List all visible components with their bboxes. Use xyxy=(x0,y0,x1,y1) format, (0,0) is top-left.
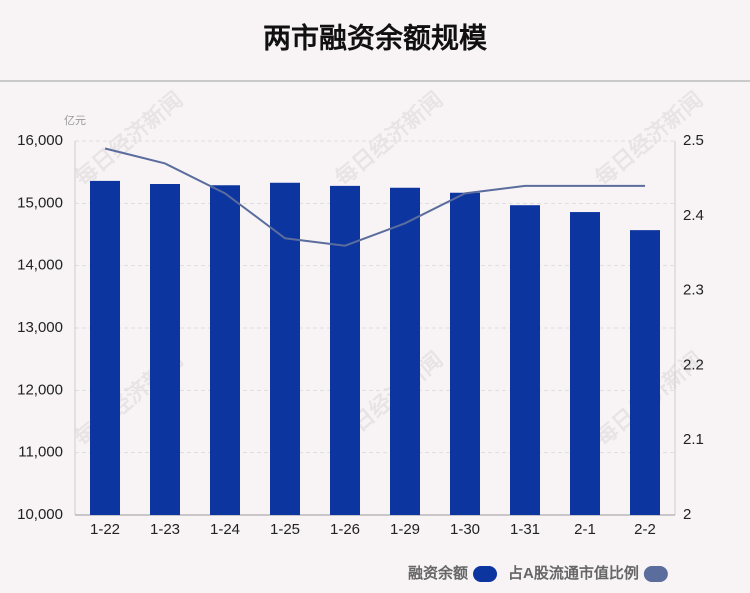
y-tick-label: 10,000 xyxy=(17,506,63,523)
y-tick-label: 15,000 xyxy=(17,194,63,211)
bar xyxy=(90,180,120,516)
y2-tick-label: 2.1 xyxy=(683,431,704,448)
legend-label: 占A股流通市值比例 xyxy=(508,564,639,582)
chart-title: 两市融资余额规模 xyxy=(263,21,488,53)
bar xyxy=(630,230,660,516)
bar xyxy=(390,187,420,515)
x-tick-label: 2-2 xyxy=(634,521,656,538)
legend-swatch xyxy=(473,566,498,582)
line xyxy=(104,147,645,247)
y-unit: 亿元 xyxy=(64,114,86,127)
bar xyxy=(210,185,240,516)
y-tick-label: 12,000 xyxy=(17,381,63,398)
legend-label: 融资余额 xyxy=(408,564,468,582)
bar xyxy=(270,182,300,515)
bar xyxy=(450,192,480,515)
y-tick-label: 11,000 xyxy=(18,444,63,461)
y-tick-label: 13,000 xyxy=(17,319,63,336)
y2-tick-label: 2.3 xyxy=(683,282,704,299)
x-tick-label: 1-31 xyxy=(510,521,540,538)
bar xyxy=(570,212,600,515)
legend-swatch xyxy=(643,566,668,582)
x-tick-label: 2-1 xyxy=(574,521,596,538)
x-tick-label: 1-23 xyxy=(150,521,180,538)
x-tick-label: 1-25 xyxy=(270,521,300,538)
x-tick-label: 1-24 xyxy=(210,521,240,538)
bar xyxy=(510,205,540,515)
y2-tick-label: 2 xyxy=(683,506,691,523)
y-tick-label: 16,000 xyxy=(17,132,63,149)
x-tick-label: 1-29 xyxy=(390,521,420,538)
bar xyxy=(150,184,180,515)
x-tick-label: 1-22 xyxy=(90,521,120,538)
y2-tick-label: 2.5 xyxy=(683,132,704,149)
y-tick-label: 14,000 xyxy=(17,257,63,274)
bar xyxy=(330,185,360,515)
x-tick-label: 1-26 xyxy=(330,521,360,538)
y2-tick-label: 2.2 xyxy=(683,356,704,373)
y2-tick-label: 2.4 xyxy=(683,207,704,224)
x-tick-label: 1-30 xyxy=(450,521,480,538)
